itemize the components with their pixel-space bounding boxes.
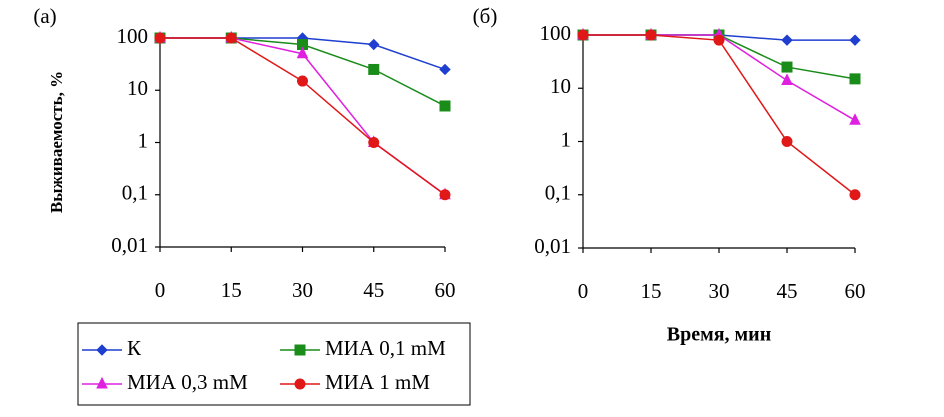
marker xyxy=(849,113,861,125)
marker xyxy=(781,136,793,147)
marker xyxy=(439,63,451,76)
x-axis-label: Время, мин xyxy=(667,324,771,346)
panel-label: (a) xyxy=(33,4,56,28)
y-tick-label: 0,1 xyxy=(122,181,148,205)
x-tick-label: 30 xyxy=(292,278,313,302)
x-tick-label: 45 xyxy=(777,279,798,303)
legend-label: МИА 0,1 mM xyxy=(325,336,446,360)
x-tick-label: 30 xyxy=(709,279,730,303)
marker xyxy=(439,100,451,112)
y-tick-label: 1 xyxy=(138,128,149,152)
marker xyxy=(96,376,108,389)
marker xyxy=(849,189,861,201)
legend-box xyxy=(77,322,471,406)
x-tick-label: 60 xyxy=(845,279,866,303)
y-tick-label: 100 xyxy=(540,21,572,45)
series-line xyxy=(583,34,856,121)
marker xyxy=(368,63,380,75)
panel-label: (б) xyxy=(473,4,498,28)
y-tick-label: 0,1 xyxy=(545,181,571,205)
marker xyxy=(849,73,861,85)
marker xyxy=(225,32,237,44)
marker xyxy=(781,61,793,73)
y-tick-label: 10 xyxy=(550,74,571,98)
x-tick-label: 15 xyxy=(641,279,662,303)
marker xyxy=(849,34,861,46)
x-tick-label: 0 xyxy=(578,279,589,303)
marker xyxy=(368,137,380,148)
marker xyxy=(96,344,108,356)
series-line xyxy=(160,37,446,196)
marker xyxy=(645,29,657,41)
y-tick-label: 0,01 xyxy=(111,233,148,257)
y-tick-label: 1 xyxy=(561,127,572,151)
legend-label: К xyxy=(127,336,142,360)
y-tick-label: 10 xyxy=(127,76,148,100)
marker xyxy=(296,46,309,59)
marker xyxy=(577,29,589,41)
x-tick-label: 60 xyxy=(435,278,456,302)
y-tick-label: 0,01 xyxy=(534,234,571,258)
x-tick-label: 0 xyxy=(155,278,166,302)
series-line xyxy=(583,34,856,196)
x-tick-label: 45 xyxy=(363,278,384,302)
series-line xyxy=(160,37,446,196)
marker xyxy=(713,34,725,46)
y-axis-label: Выживаемость, % xyxy=(47,71,66,213)
x-tick-label: 15 xyxy=(221,278,242,302)
y-tick-label: 100 xyxy=(117,24,149,48)
marker xyxy=(154,32,166,44)
marker xyxy=(297,75,308,87)
marker xyxy=(294,344,306,356)
marker xyxy=(294,378,306,390)
marker xyxy=(368,38,380,51)
legend-label: МИА 0,3 mM xyxy=(127,370,248,394)
marker xyxy=(439,189,451,201)
legend-label: МИА 1 mM xyxy=(325,370,430,394)
marker xyxy=(781,34,793,46)
marker xyxy=(781,73,793,85)
